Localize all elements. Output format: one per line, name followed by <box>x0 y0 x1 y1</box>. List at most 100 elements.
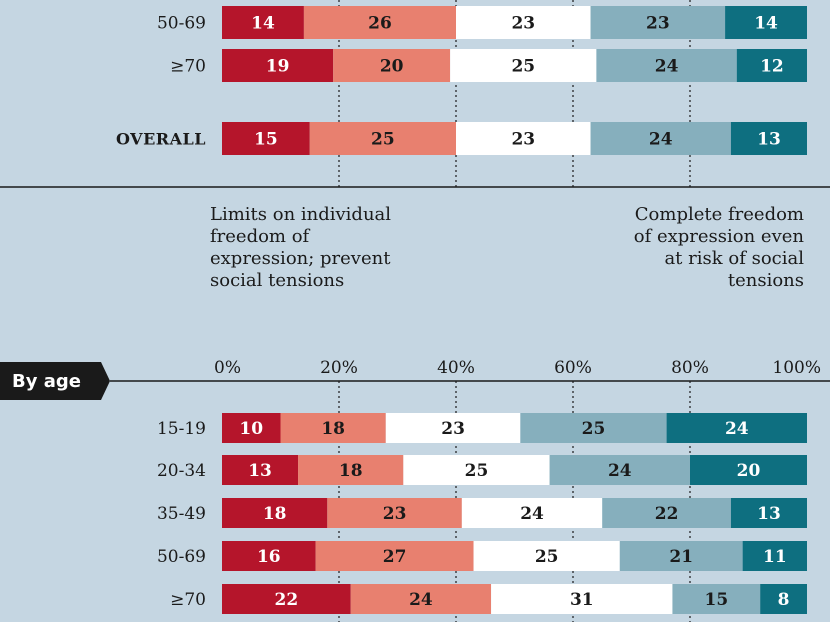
bar-segment <box>309 122 456 155</box>
data-label: 13 <box>248 461 272 481</box>
bar-segment <box>222 584 351 614</box>
bar-segment <box>672 584 761 614</box>
bar-segment <box>298 455 404 485</box>
category-label: 50-69 <box>157 14 206 34</box>
bar-segment <box>596 49 737 82</box>
bar-segment <box>690 455 807 485</box>
bar-segment <box>222 455 299 485</box>
data-label: 20 <box>737 461 761 481</box>
data-label: 13 <box>757 504 781 524</box>
data-label: 24 <box>409 590 433 610</box>
top-bar-chart: 50-69 14 26 23 23 14 ≥70 19 20 25 24 12 OVERALL 15 25 2… <box>116 0 807 187</box>
data-label: 24 <box>649 130 673 150</box>
x-tick-label: 40% <box>437 358 475 378</box>
bar-segment <box>222 413 281 443</box>
bar-segment <box>491 584 673 614</box>
category-label: 50-69 <box>157 547 206 567</box>
section-title-box <box>0 362 110 400</box>
data-label: 25 <box>511 57 535 77</box>
data-label: 25 <box>535 547 559 567</box>
data-label: 23 <box>646 14 670 34</box>
data-label: 25 <box>582 419 606 439</box>
data-label: 22 <box>655 504 679 524</box>
data-label: 23 <box>511 14 535 34</box>
section-title: By age <box>12 371 81 392</box>
data-label: 21 <box>669 547 693 567</box>
bar-segment <box>473 541 620 571</box>
data-label: 24 <box>725 419 749 439</box>
bar-segment <box>461 498 603 528</box>
bar-segment <box>736 49 807 82</box>
bar-segment <box>590 6 726 39</box>
bar-segment <box>666 413 807 443</box>
note-right-line: at risk of social <box>664 248 804 269</box>
data-label: 25 <box>465 461 489 481</box>
data-label: 13 <box>757 130 781 150</box>
category-label: 35-49 <box>157 504 206 524</box>
bar-segment <box>549 455 690 485</box>
x-tick-label: 0% <box>214 358 241 378</box>
category-label: ≥70 <box>170 590 206 610</box>
data-label: 24 <box>655 57 679 77</box>
x-tick-label: 100% <box>772 358 821 378</box>
data-label: 14 <box>754 14 778 34</box>
data-label: 15 <box>254 130 278 150</box>
bar-segment <box>456 122 591 155</box>
data-label: 31 <box>570 590 594 610</box>
data-label: 19 <box>266 57 290 77</box>
bar-segment <box>385 413 521 443</box>
x-axis-ticks: 0% 20% 40% 60% 80% 100% <box>214 358 821 378</box>
category-label: OVERALL <box>116 130 206 149</box>
data-label: 25 <box>371 130 395 150</box>
bar-segment <box>222 6 304 39</box>
data-label: 10 <box>239 419 263 439</box>
category-label: ≥70 <box>170 57 206 77</box>
category-label: 20-34 <box>157 461 206 481</box>
data-label: 20 <box>380 57 404 77</box>
bar-segment <box>619 541 743 571</box>
note-left-line: expression; prevent <box>210 248 391 269</box>
data-label: 14 <box>251 14 275 34</box>
data-label: 18 <box>263 504 287 524</box>
by-age-header: By age <box>0 362 830 400</box>
data-label: 16 <box>257 547 281 567</box>
data-label: 8 <box>778 590 790 610</box>
note-right-line: of expression even <box>634 226 805 247</box>
bar-segment <box>222 49 334 82</box>
x-tick-label: 60% <box>554 358 592 378</box>
bar-segment <box>327 498 462 528</box>
bar-segment <box>403 455 550 485</box>
data-label: 12 <box>760 57 784 77</box>
bar-segment <box>222 122 310 155</box>
bar-segment <box>315 541 474 571</box>
by-age-bar-chart: 15-19 10 18 23 25 24 20-34 13 18 25 24 20 35-49 18 23 2… <box>157 381 807 622</box>
note-left-line: freedom of <box>210 226 311 247</box>
bar-segment <box>222 498 328 528</box>
data-label: 23 <box>441 419 465 439</box>
bar-segment <box>520 413 667 443</box>
x-tick-label: 80% <box>671 358 709 378</box>
bar-segment <box>725 6 807 39</box>
note-left-line: social tensions <box>210 270 344 291</box>
data-label: 26 <box>368 14 392 34</box>
bar-segment <box>450 49 597 82</box>
bar-segment <box>730 122 807 155</box>
bar-segment <box>730 498 807 528</box>
data-label: 27 <box>383 547 407 567</box>
bar-segment <box>333 49 451 82</box>
category-label: 15-19 <box>157 419 206 439</box>
bar-segment <box>602 498 731 528</box>
data-label: 23 <box>511 130 535 150</box>
data-label: 18 <box>321 419 345 439</box>
bar-segment <box>742 541 807 571</box>
x-tick-label: 20% <box>320 358 358 378</box>
bar-segment <box>222 541 316 571</box>
note-right-line: tensions <box>728 270 804 291</box>
bar-segment <box>590 122 731 155</box>
data-label: 24 <box>608 461 632 481</box>
note-right-line: Complete freedom <box>635 204 804 225</box>
data-label: 11 <box>763 547 787 567</box>
data-label: 18 <box>339 461 363 481</box>
bar-segment <box>456 6 591 39</box>
